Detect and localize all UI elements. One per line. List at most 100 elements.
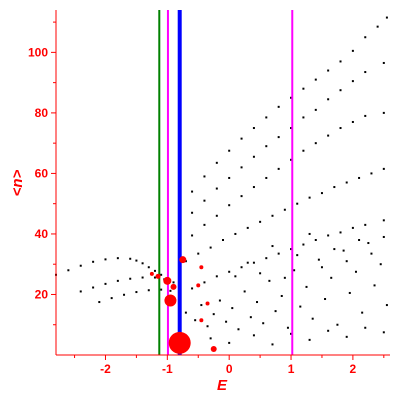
data-point xyxy=(215,161,218,164)
data-point xyxy=(314,239,317,241)
data-point xyxy=(351,120,354,123)
data-point xyxy=(308,196,311,199)
data-point xyxy=(249,316,252,319)
data-point xyxy=(246,226,249,229)
data-point xyxy=(290,158,293,161)
data-point xyxy=(246,261,249,264)
data-point xyxy=(252,334,255,337)
x-tick-label: 2 xyxy=(350,362,357,376)
highlight-point xyxy=(210,345,217,352)
data-point xyxy=(354,270,357,273)
highlight-point xyxy=(179,256,187,264)
data-point xyxy=(320,192,323,195)
y-tick-label: 60 xyxy=(35,166,49,180)
data-point xyxy=(243,290,246,293)
data-point xyxy=(290,96,293,99)
data-point xyxy=(240,195,243,198)
data-point xyxy=(271,245,274,248)
data-point xyxy=(153,269,156,272)
data-point xyxy=(333,186,336,189)
data-point xyxy=(302,116,305,119)
y-axis-label: <n> xyxy=(9,169,26,196)
data-point xyxy=(364,71,367,74)
data-point xyxy=(364,326,367,329)
x-axis: -2 -1 0 1 2 xyxy=(56,354,390,376)
data-point xyxy=(382,219,385,222)
data-point xyxy=(203,223,206,226)
data-point xyxy=(373,284,376,287)
data-point xyxy=(327,98,330,101)
data-point xyxy=(231,307,234,310)
data-point xyxy=(277,252,280,255)
data-point xyxy=(222,239,224,241)
x-tick-label: 0 xyxy=(226,362,233,376)
data-point xyxy=(79,264,82,267)
data-point xyxy=(302,243,305,246)
data-point xyxy=(358,239,361,241)
data-point xyxy=(367,242,370,245)
data-point xyxy=(327,69,330,72)
data-point xyxy=(92,286,95,289)
data-point xyxy=(271,214,274,217)
data-point xyxy=(320,266,323,269)
data-point xyxy=(172,281,175,284)
data-point xyxy=(228,149,231,152)
data-point xyxy=(296,254,299,257)
data-point xyxy=(302,87,305,90)
data-point xyxy=(302,149,305,152)
data-point xyxy=(218,299,221,302)
data-point xyxy=(203,199,206,202)
data-point xyxy=(265,176,268,179)
data-point xyxy=(234,275,237,278)
data-point xyxy=(364,223,367,226)
data-point xyxy=(104,282,107,285)
data-point xyxy=(256,301,259,304)
data-point xyxy=(191,287,194,290)
data-point xyxy=(271,343,274,346)
data-point xyxy=(351,80,354,83)
data-point xyxy=(345,335,348,338)
data-point xyxy=(361,311,364,314)
data-point xyxy=(314,108,317,111)
data-point xyxy=(259,220,262,223)
data-point xyxy=(116,257,119,260)
data-point xyxy=(290,332,293,335)
data-point xyxy=(327,329,330,332)
data-point xyxy=(141,276,144,279)
data-point xyxy=(209,337,212,340)
x-tick-label: -1 xyxy=(162,362,173,376)
data-point xyxy=(339,231,342,234)
data-point xyxy=(237,328,240,331)
data-point xyxy=(252,155,255,158)
data-point xyxy=(194,319,197,322)
highlight-point xyxy=(170,283,177,290)
highlight-point xyxy=(205,301,210,306)
highlight-point xyxy=(199,318,204,323)
y-tick-label: 100 xyxy=(28,45,48,59)
data-point xyxy=(305,285,308,288)
data-point xyxy=(339,60,342,63)
highlight-point xyxy=(149,271,154,276)
data-point xyxy=(342,249,345,252)
data-point xyxy=(169,289,172,292)
highlight-point xyxy=(155,273,161,279)
data-point xyxy=(265,116,268,119)
data-point xyxy=(370,172,373,175)
data-point xyxy=(327,134,330,137)
data-point xyxy=(129,257,132,260)
data-point xyxy=(345,181,348,184)
data-point xyxy=(228,341,231,344)
data-point xyxy=(370,252,373,255)
data-point xyxy=(104,258,107,261)
data-point xyxy=(330,276,333,279)
data-point xyxy=(280,294,283,297)
data-point xyxy=(200,304,203,307)
data-point xyxy=(277,167,280,170)
data-point xyxy=(274,310,277,313)
data-point xyxy=(209,246,212,249)
data-point xyxy=(308,232,311,235)
x-axis-label: E xyxy=(217,377,228,394)
data-point xyxy=(283,276,286,279)
data-point xyxy=(203,281,206,284)
data-point xyxy=(286,326,289,329)
